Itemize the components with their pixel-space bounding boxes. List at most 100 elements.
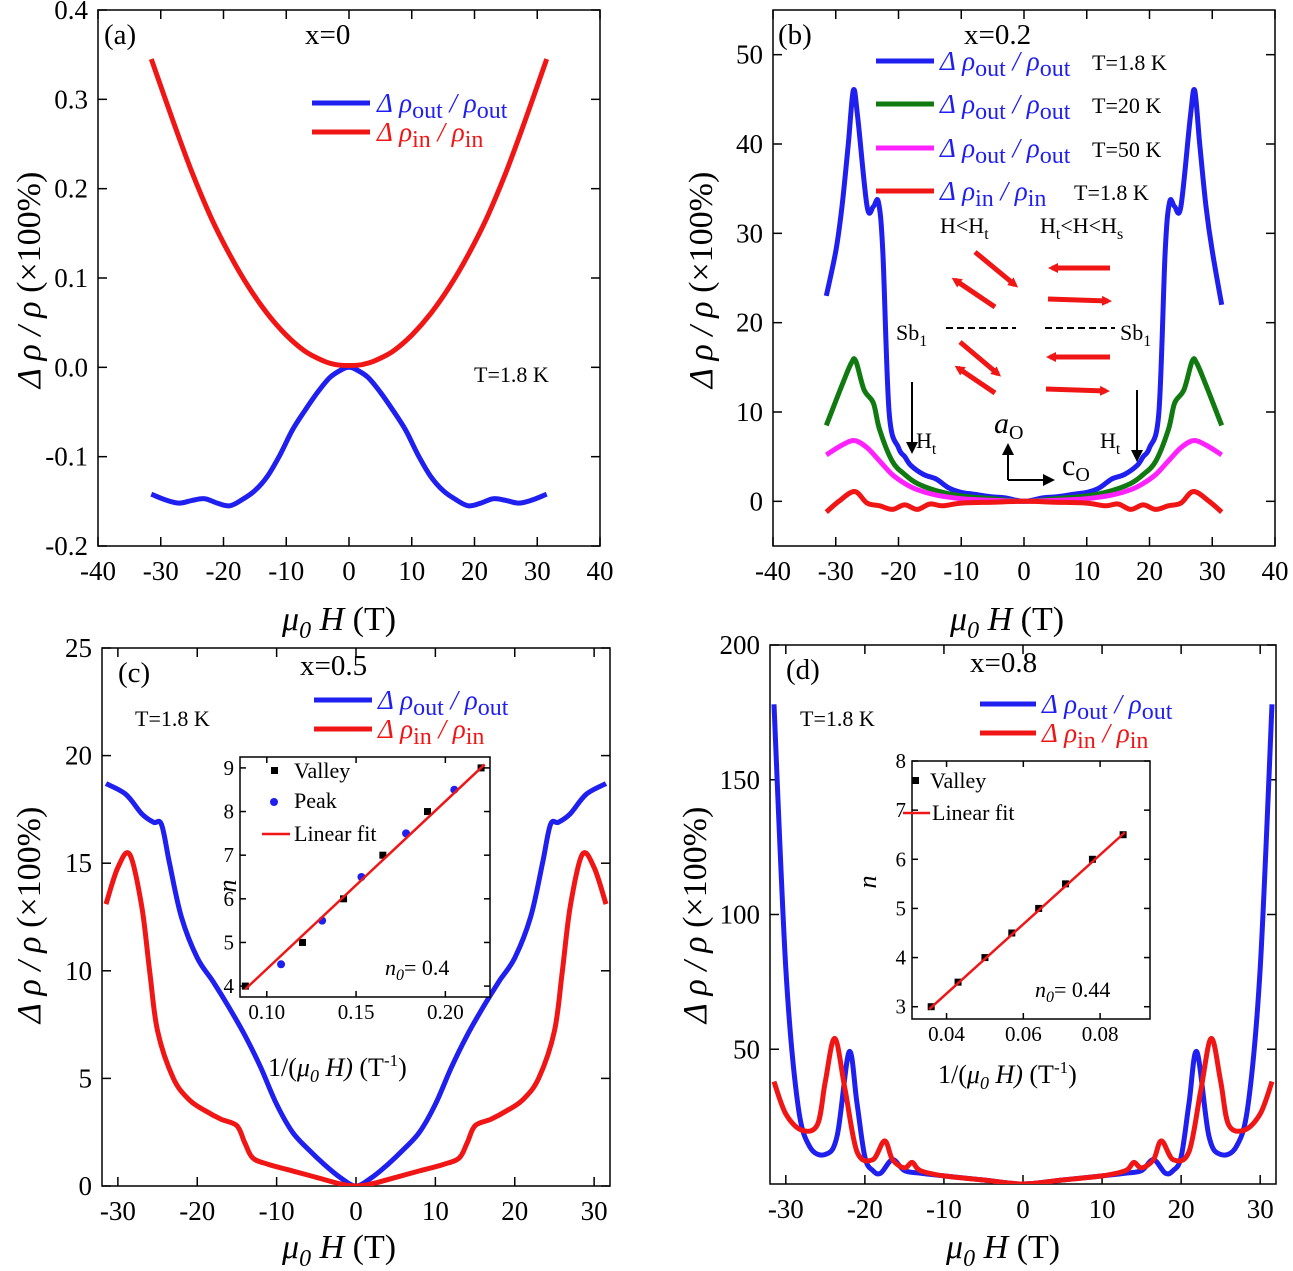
x-tick-label: 0.15 bbox=[338, 1000, 375, 1024]
x-tick-label: 0.20 bbox=[427, 1000, 464, 1024]
y-tick-label: 20 bbox=[65, 741, 92, 771]
series-line bbox=[150, 364, 548, 509]
x-tick-label: 30 bbox=[581, 1196, 608, 1226]
legend: Δ ρout / ρout T=1.8 K Δ ρout / ρout T=20… bbox=[876, 46, 1167, 212]
data-point-valley bbox=[379, 851, 387, 859]
y-unit: (×100%) bbox=[677, 807, 714, 928]
legend-sub: out bbox=[975, 143, 1006, 169]
y-tick-label: 150 bbox=[720, 765, 761, 795]
inset-c: 0.10 0.15 0.20 4 5 6 7 8 9 Valley Peak Linear fi… bbox=[213, 756, 491, 1086]
ann-text: H<H bbox=[940, 213, 984, 238]
ann-sub: O bbox=[1009, 422, 1023, 444]
legend-sub: in bbox=[465, 127, 484, 153]
unit: (T) bbox=[1021, 601, 1064, 638]
n0-value: = 0.44 bbox=[1054, 977, 1110, 1002]
x-tick-label: 0 bbox=[1017, 556, 1031, 586]
xl-unit: (T bbox=[359, 1053, 384, 1082]
y-tick-label: 5 bbox=[224, 930, 235, 954]
mu-sub: 0 bbox=[980, 1073, 989, 1093]
y-tick-label: 100 bbox=[720, 900, 761, 930]
ann-text: <H<H bbox=[1060, 213, 1117, 238]
legend-delta: Δ ρ bbox=[1041, 689, 1077, 719]
y-tick-label: 3 bbox=[896, 995, 907, 1019]
panel-title: x=0 bbox=[305, 19, 350, 51]
inset-legend: Valley Linear fit bbox=[903, 768, 1014, 825]
legend-sub: out bbox=[412, 98, 443, 124]
x-tick-label: -30 bbox=[100, 1196, 136, 1226]
legend-slash: / ρ bbox=[432, 714, 466, 744]
n0-label: n0= 0.44 bbox=[1035, 977, 1110, 1006]
inset-x-label: 1/(μ0 H) (T-1) bbox=[268, 1051, 407, 1086]
xl-close: ) bbox=[398, 1053, 407, 1082]
y-tick-label: 10 bbox=[736, 397, 763, 427]
legend-delta: Δ ρ bbox=[939, 133, 975, 163]
legend-sub: out bbox=[477, 98, 508, 124]
spin-arrow bbox=[973, 250, 1019, 288]
y-tick-label: 25 bbox=[65, 633, 92, 663]
xl-sup: -1 bbox=[1054, 1058, 1068, 1077]
ann-sub: t bbox=[932, 441, 937, 458]
y-tick-label: 0.2 bbox=[54, 174, 88, 204]
tick-marks bbox=[102, 647, 610, 1187]
y-tick-label: -0.2 bbox=[45, 531, 88, 561]
legend-delta: Δ ρ bbox=[939, 176, 975, 206]
series-group bbox=[148, 58, 550, 509]
h-low-label: H<Ht bbox=[940, 213, 989, 243]
tick-labels: -40 -30 -20 -10 0 10 20 30 40 -0.2 -0.1 0.0 0.1 0.2 0.… bbox=[45, 0, 613, 586]
ann-sub: O bbox=[1075, 464, 1089, 486]
mu-symbol: μ bbox=[945, 1229, 963, 1266]
legend-sub: out bbox=[1142, 699, 1173, 725]
y-tick-label: 0 bbox=[750, 486, 764, 516]
x-tick-label: 20 bbox=[1136, 556, 1163, 586]
legend-slash: / ρ bbox=[1006, 89, 1040, 119]
data-point-valley bbox=[299, 938, 306, 946]
series-group bbox=[241, 763, 486, 991]
tick-labels: -40 -30 -20 -10 0 10 20 30 40 0 10 20 30 40 50 bbox=[736, 40, 1289, 586]
legend: Δ ρout / ρout Δ ρin / ρin bbox=[314, 685, 509, 750]
x-tick-label: -20 bbox=[206, 556, 242, 586]
y-tick-label: 4 bbox=[224, 974, 235, 998]
y-tick-label: 8 bbox=[224, 800, 235, 824]
mu-sub: 0 bbox=[963, 1246, 975, 1271]
legend-slash: / ρ bbox=[431, 117, 465, 147]
legend-sub: out bbox=[1040, 56, 1071, 82]
spin-arrow bbox=[951, 277, 997, 310]
x-axis-label: μ0 H (T) bbox=[945, 1229, 1060, 1271]
legend-marker-valley bbox=[912, 777, 919, 784]
x-tick-label: -30 bbox=[818, 556, 854, 586]
ann-sub: s bbox=[1117, 226, 1123, 243]
h-symbol: H bbox=[311, 601, 353, 638]
tick-marks bbox=[97, 9, 601, 547]
x-tick-label: 20 bbox=[1168, 1194, 1195, 1224]
data-point-valley bbox=[1062, 880, 1070, 888]
x-tick-label: 10 bbox=[1089, 1194, 1116, 1224]
x-tick-label: 30 bbox=[524, 556, 551, 586]
x-tick-label: 40 bbox=[1262, 556, 1289, 586]
inset-y-label: n bbox=[213, 880, 242, 893]
x-tick-label: 0.06 bbox=[1005, 1022, 1042, 1046]
legend: Δ ρout / ρout Δ ρin / ρin bbox=[980, 689, 1173, 754]
sb-right-label: Sb1 bbox=[1120, 320, 1151, 350]
y-tick-label: 6 bbox=[896, 847, 907, 871]
legend-sub: out bbox=[1040, 143, 1071, 169]
legend-slash: / ρ bbox=[1096, 718, 1130, 748]
y-tick-label: 9 bbox=[224, 756, 235, 780]
y-unit: (×100%) bbox=[683, 172, 720, 293]
x-tick-label: 0 bbox=[349, 1196, 363, 1226]
x-tick-label: -10 bbox=[259, 1196, 295, 1226]
y-tick-label: 7 bbox=[896, 798, 907, 822]
mu-sub: 0 bbox=[299, 618, 311, 644]
legend-slash: / ρ bbox=[994, 176, 1028, 206]
n0-symbol: n bbox=[1035, 977, 1046, 1002]
mu-sub: 0 bbox=[299, 1246, 311, 1271]
x-tick-label: 10 bbox=[1073, 556, 1100, 586]
y-tick-label: 0.3 bbox=[54, 84, 88, 114]
legend-label-out: Δ ρout / ρout bbox=[1041, 689, 1173, 725]
legend-slash: / ρ bbox=[443, 88, 477, 118]
y-unit: (×100%) bbox=[11, 172, 48, 293]
series-line bbox=[928, 831, 1126, 1011]
legend-label-out: Δ ρout / ρout bbox=[376, 88, 508, 124]
x-tick-label: -40 bbox=[80, 556, 116, 586]
